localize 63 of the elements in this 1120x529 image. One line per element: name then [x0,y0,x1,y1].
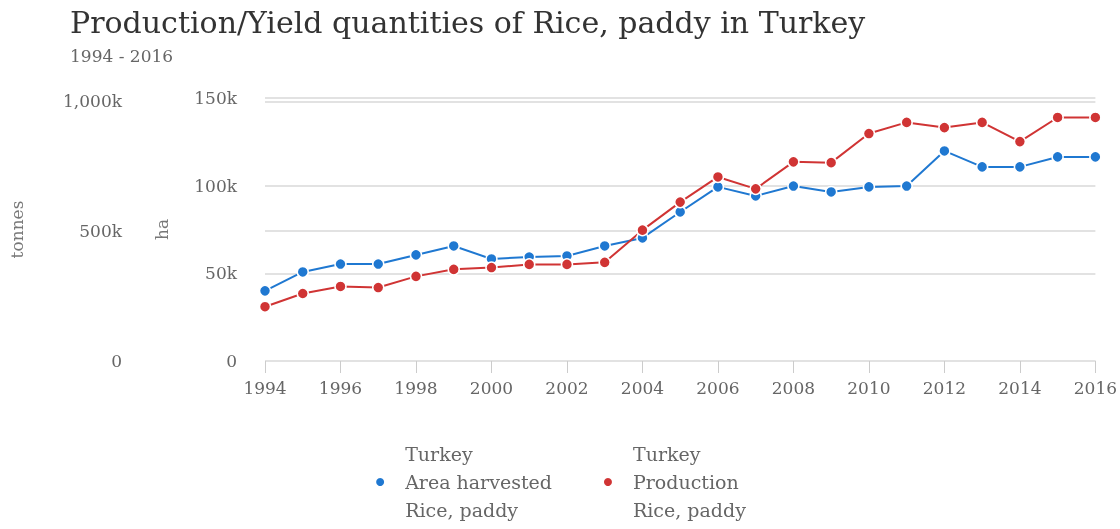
point [296,287,309,300]
point [862,180,876,194]
x-tick-label: 1994 [243,377,287,398]
point [371,257,385,271]
point [636,223,649,237]
x-tick-label: 1998 [394,377,438,398]
y2-axis-title: tonnes [6,200,27,259]
point [1051,111,1064,124]
x-tick-label: 2012 [922,377,967,398]
y2-tick-label: 1,000k [63,91,123,112]
point [1013,135,1027,148]
x-tick-label: 2008 [771,377,816,398]
point [258,300,272,313]
point [447,263,460,276]
x-tick-label: 2002 [545,377,589,398]
point [371,281,385,294]
x-tick-label: 2010 [847,377,891,398]
point [258,284,272,298]
point [522,258,536,271]
point [334,257,347,271]
y-tick-label: 50k [205,263,238,284]
x-tick-label: 2006 [696,377,740,398]
x-tick-label: 2000 [469,377,514,398]
y2-tick-label: 0 [111,351,122,371]
x-tick-label: 2016 [1073,377,1117,398]
y-tick-label: 100k [194,175,238,196]
point [824,185,838,199]
point [862,127,876,140]
point [938,121,951,134]
legend-label: Turkey Area harvested Rice, paddy [404,443,552,521]
point [598,256,611,269]
point [409,270,423,283]
legend-label: Turkey Production Rice, paddy [632,443,747,521]
x-tick-label: 1996 [318,377,363,398]
point [787,155,800,169]
x-tick-label: 2014 [998,377,1042,398]
point [296,265,309,279]
point [938,144,951,158]
point [900,116,913,129]
point [787,179,800,193]
point [447,239,460,253]
point [711,170,725,184]
point [1013,160,1027,174]
point [824,156,838,169]
x-tick-label: 2004 [620,377,665,398]
point [334,280,347,293]
y-tick-label: 0 [226,351,237,371]
point [485,261,498,274]
y2-tick-label: 500k [79,221,123,242]
point [598,239,611,253]
point [560,258,574,271]
point [975,116,989,129]
y-tick-label: 150k [194,88,238,108]
point [1051,150,1064,164]
point [900,179,913,193]
y-axis-title: ha [151,218,172,241]
point [673,195,687,209]
chart-title: Production/Yield quantities of Rice, paddy in Turkey [70,4,866,40]
point [1089,150,1102,164]
point [409,248,423,262]
point [749,182,762,196]
point [975,160,989,174]
text: 1994 - 2016 [70,45,174,66]
